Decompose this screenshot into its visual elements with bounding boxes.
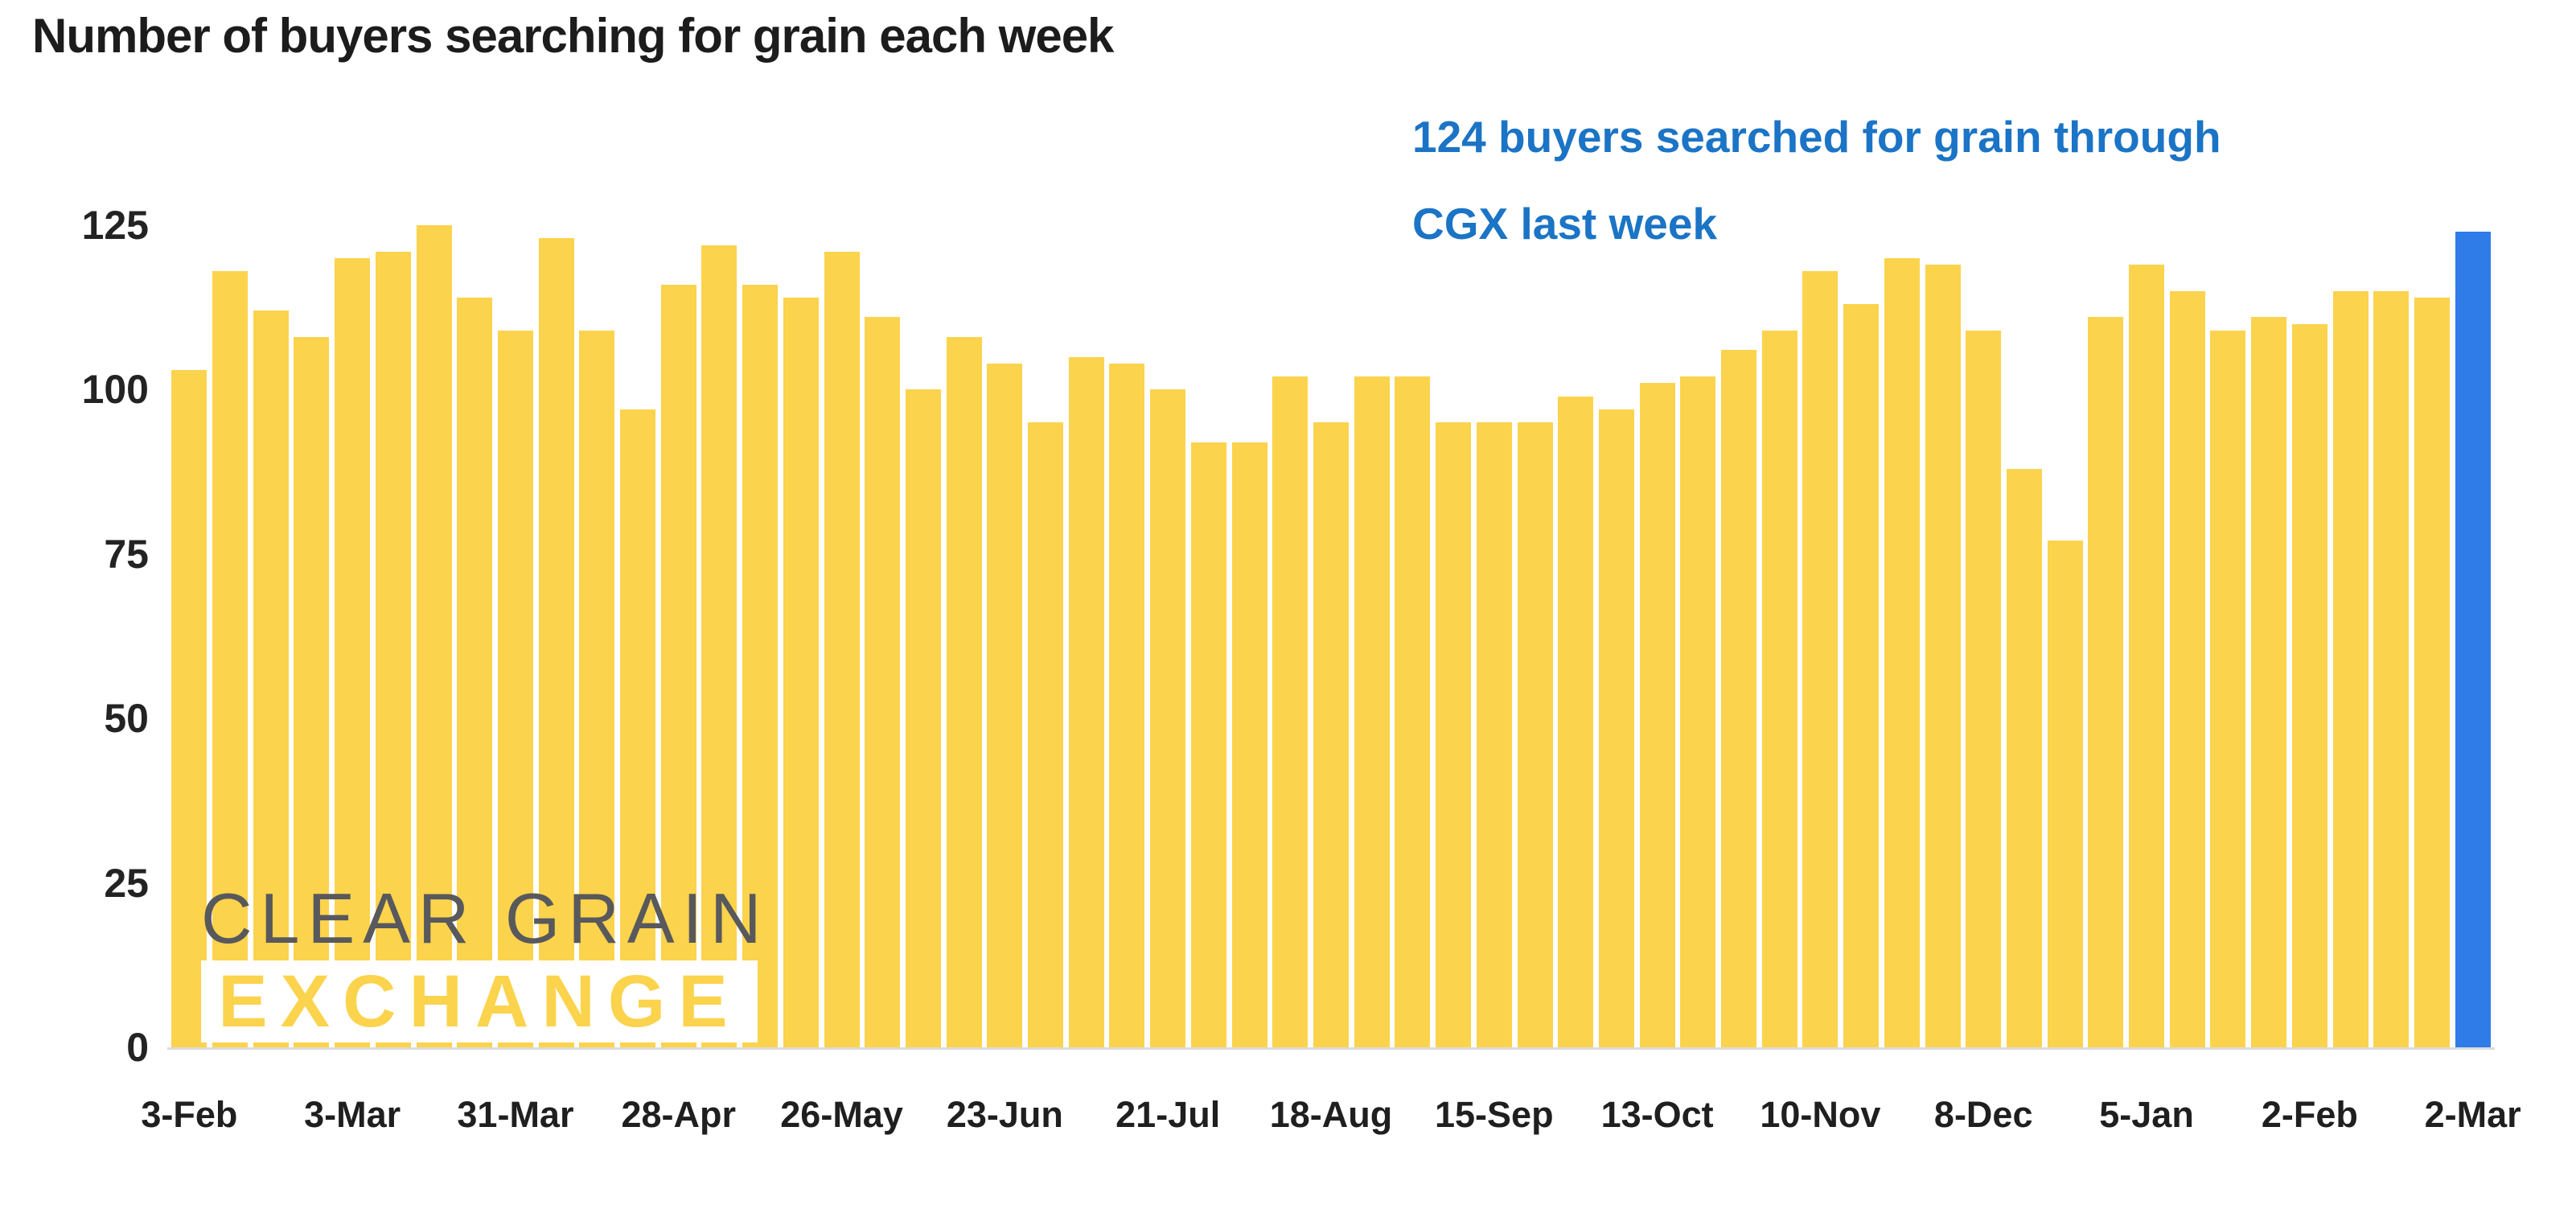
bar — [253, 311, 289, 1047]
annotation-line-2: CGX last week — [1412, 199, 1718, 249]
bar — [375, 251, 411, 1047]
annotation-line-1: 124 buyers searched for grain through — [1412, 112, 2221, 162]
bar — [2169, 290, 2205, 1047]
bar — [1476, 422, 1512, 1047]
bar — [701, 245, 737, 1047]
bar — [457, 297, 493, 1047]
bar — [660, 284, 696, 1047]
bar — [620, 409, 656, 1047]
bar — [1109, 363, 1145, 1047]
x-tick-label: 2-Mar — [2424, 1094, 2521, 1135]
bar — [905, 389, 941, 1047]
chart-title: Number of buyers searching for grain eac… — [32, 9, 1114, 63]
x-tick-label: 3-Mar — [304, 1094, 401, 1135]
x-tick-label: 8-Dec — [1933, 1094, 2033, 1135]
bar — [1843, 304, 1880, 1047]
bar — [294, 337, 330, 1047]
bar — [2291, 323, 2327, 1047]
x-tick-label: 3-Feb — [141, 1094, 238, 1135]
x-tick-label: 28-Apr — [621, 1094, 737, 1135]
y-tick-label: 125 — [81, 203, 149, 248]
x-tick-label: 21-Jul — [1115, 1094, 1221, 1135]
x-tick-label: 13-Oct — [1600, 1094, 1714, 1135]
bar — [2251, 317, 2287, 1047]
bar — [2414, 297, 2450, 1047]
bar — [1884, 257, 1920, 1047]
bar — [1598, 409, 1634, 1047]
bar — [2129, 265, 2165, 1047]
annotation-callout: 124 buyers searched for grain through CG… — [1412, 111, 2221, 249]
bar — [2088, 317, 2124, 1047]
bar — [865, 317, 901, 1047]
bar — [1272, 376, 1309, 1047]
bar — [2373, 290, 2410, 1047]
bar — [335, 257, 371, 1047]
bar-highlighted-latest-week — [2455, 232, 2491, 1047]
watermark-exchange: EXCHANGE — [218, 960, 741, 1043]
bar — [1313, 422, 1349, 1047]
bar — [2047, 541, 2083, 1047]
y-tick-label: 50 — [104, 696, 149, 742]
watermark-clear-grain: CLEAR GRAIN — [201, 878, 770, 958]
bar — [1721, 350, 1757, 1047]
bar — [1966, 330, 2002, 1047]
bar — [497, 330, 533, 1047]
bar — [1028, 422, 1064, 1047]
bar — [1231, 442, 1267, 1047]
plot-area — [169, 225, 2493, 1047]
bar — [212, 271, 249, 1047]
bar — [1639, 383, 1675, 1047]
x-tick-label: 18-Aug — [1269, 1094, 1393, 1135]
bar — [1925, 265, 1961, 1047]
bar — [1802, 271, 1839, 1047]
bar — [1517, 422, 1553, 1047]
x-axis-baseline — [167, 1047, 2495, 1050]
bar — [824, 251, 860, 1047]
watermark-logo: CLEAR GRAIN EXCHANGE — [201, 882, 764, 1043]
bar — [538, 238, 574, 1047]
x-tick-label: 23-Jun — [946, 1094, 1063, 1135]
bar — [1068, 356, 1104, 1047]
bar — [1354, 376, 1390, 1047]
bar — [1680, 376, 1716, 1047]
y-axis: 0 25 50 75 100 125 — [0, 0, 149, 1205]
bar — [2332, 290, 2369, 1047]
bar — [946, 337, 982, 1047]
x-axis: 3-Feb 3-Mar 31-Mar 28-Apr 26-May 23-Jun 21-Jul… — [0, 1078, 2576, 1150]
x-tick-label: 2-Feb — [2261, 1094, 2358, 1135]
bar — [742, 284, 779, 1047]
bar — [1558, 396, 1594, 1047]
bar — [1190, 442, 1226, 1047]
y-tick-label: 75 — [104, 531, 149, 577]
x-tick-label: 26-May — [780, 1094, 903, 1135]
bar — [987, 363, 1023, 1047]
bar — [1761, 330, 1797, 1047]
x-tick-label: 31-Mar — [457, 1094, 574, 1135]
bar — [579, 330, 615, 1047]
y-tick-label: 0 — [126, 1025, 149, 1070]
x-tick-label: 5-Jan — [2099, 1094, 2194, 1135]
bar — [1395, 376, 1431, 1047]
bar — [2210, 330, 2246, 1047]
bar — [416, 225, 452, 1047]
watermark-exchange-band: EXCHANGE — [201, 960, 758, 1043]
y-tick-label: 100 — [81, 367, 149, 413]
x-tick-label: 10-Nov — [1760, 1094, 1881, 1135]
y-tick-label: 25 — [104, 860, 149, 906]
bar — [1150, 389, 1186, 1047]
bar — [783, 297, 819, 1047]
bar — [2006, 468, 2042, 1047]
x-tick-label: 15-Sep — [1435, 1094, 1554, 1135]
bar — [171, 369, 207, 1047]
bar — [1436, 422, 1472, 1047]
